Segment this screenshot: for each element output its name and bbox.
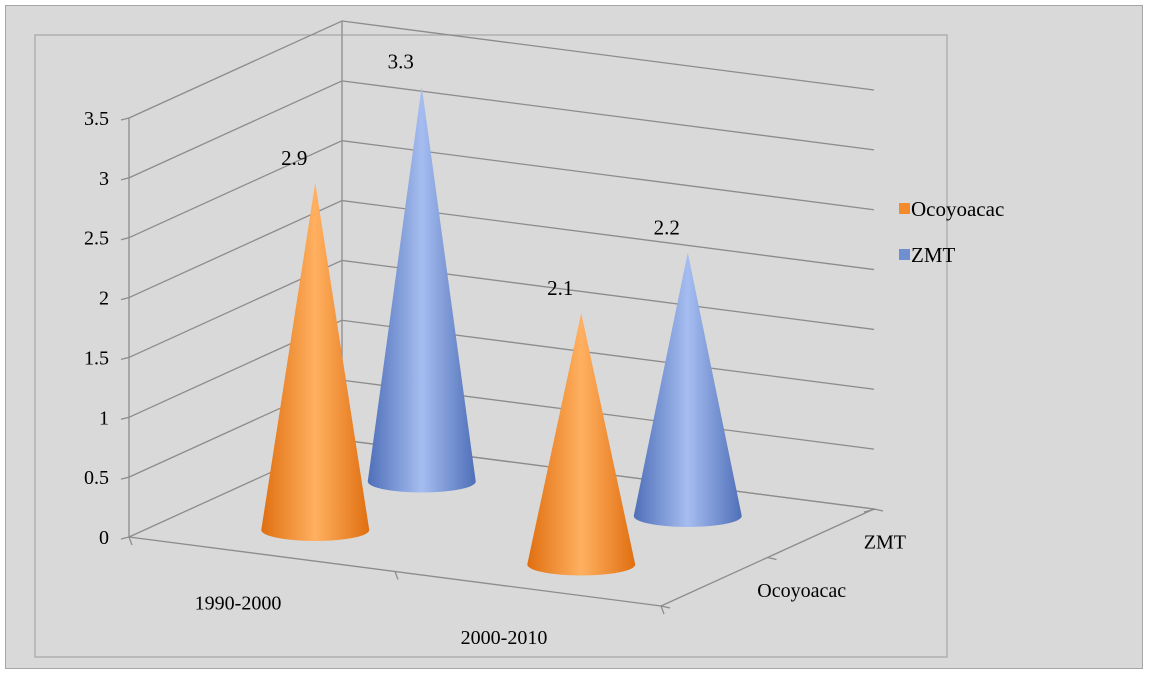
y-tick-mark [120, 177, 130, 181]
y-tick-labels: 0 0.5 1 1.5 2 2.5 3 3.5 [84, 108, 109, 549]
y-tick-label: 3 [99, 168, 109, 190]
y-tick-label: 1 [99, 407, 109, 429]
chart-frame: 0 0.5 1 1.5 2 2.5 3 3.5 1990-2000 2000-2010 Ocoy… [5, 5, 1143, 669]
gridline [128, 439, 875, 538]
depth-tick-labels: Ocoyoacac ZMT [757, 531, 906, 602]
y-tick-mark [120, 356, 130, 361]
gridline [128, 140, 875, 239]
legend-label: ZMT [911, 243, 956, 267]
y-tick-label: 2.5 [84, 228, 109, 250]
y-tick-mark [120, 416, 130, 420]
x-tick-mark [660, 605, 665, 615]
y-tick-label: 0 [99, 527, 109, 549]
y-tick-mark [120, 117, 130, 121]
cone-chart: 0 0.5 1 1.5 2 2.5 3 3.5 1990-2000 2000-2010 Ocoy… [34, 20, 1004, 658]
y-tick-label: 3.5 [84, 108, 109, 130]
gridline [128, 80, 875, 179]
cones [261, 86, 742, 576]
gridline [128, 199, 875, 299]
cone-ocoyoacac [527, 313, 636, 576]
y-tick-mark [120, 536, 130, 540]
legend: Ocoyoacac ZMT [899, 197, 1004, 267]
y-tick-mark [120, 476, 130, 480]
y-tick-label: 0.5 [84, 467, 109, 489]
cone-ocoyoacac [261, 182, 370, 542]
chart-axes [120, 117, 884, 615]
y-tick-mark [120, 296, 130, 301]
y-tick-label: 1.5 [84, 347, 109, 369]
x-tick-label: 2000-2010 [461, 627, 548, 649]
data-label: 2.1 [547, 276, 573, 300]
cone-zmt [633, 252, 742, 527]
x-tick-mark [394, 571, 399, 580]
legend-swatch [899, 249, 910, 260]
y-tick-label: 2 [99, 288, 109, 310]
depth-tick-mark [873, 508, 884, 512]
gridline [128, 319, 875, 418]
data-label: 2.9 [281, 146, 307, 170]
data-label: 3.3 [388, 49, 414, 73]
chart-walls [128, 20, 875, 538]
gridline [128, 379, 875, 478]
data-labels: 3.3 2.2 2.9 2.1 [281, 49, 680, 300]
y-tick-mark [120, 237, 130, 241]
x-tick-label: 1990-2000 [195, 592, 282, 614]
cone-zmt [367, 86, 476, 493]
depth-tick-mark [767, 556, 777, 561]
x-tick-labels: 1990-2000 2000-2010 [195, 592, 548, 649]
depth-tick-label: Ocoyoacac [757, 580, 846, 602]
plot-area-border [34, 34, 948, 658]
depth-tick-mark [660, 605, 671, 609]
x-tick-mark [128, 536, 133, 546]
data-label: 2.2 [654, 216, 680, 240]
legend-label: Ocoyoacac [911, 197, 1004, 221]
depth-tick-label: ZMT [864, 531, 906, 553]
gridline [128, 259, 875, 359]
legend-swatch [899, 203, 910, 214]
